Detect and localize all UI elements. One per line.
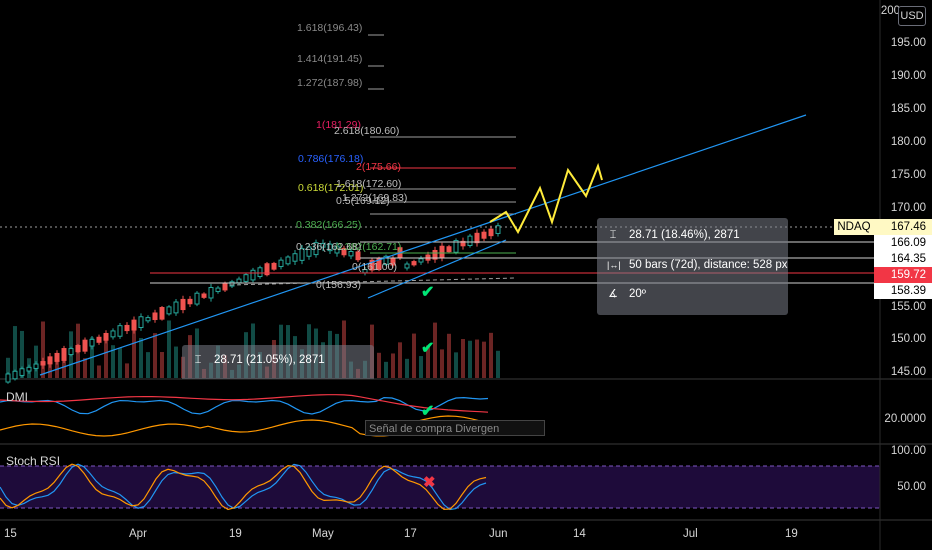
cross-icon: ✖ (423, 474, 436, 491)
fib-label: 0.618(172.01) (298, 182, 363, 194)
check-icon: ✔ (421, 284, 434, 301)
check-icon: ✔ (421, 340, 434, 357)
ruler-vertical-icon: ⌶ (194, 354, 202, 366)
fib-label: 2(175.66) (356, 161, 401, 173)
price-tag-166: 166.09 (874, 235, 932, 251)
fib-extension-lines (368, 34, 516, 254)
trendline-channel[interactable] (367, 239, 507, 299)
fib-label: 0.236(162.68) (296, 241, 361, 253)
ruler-vertical-icon: ⌶ (609, 229, 617, 241)
measure-price-range: 28.71 (18.46%), 2871 (629, 229, 740, 241)
projection-zigzag[interactable] (489, 162, 603, 235)
fib-label: 1(181.29) (316, 119, 361, 131)
fib-label: 1.618(196.43) (297, 22, 362, 34)
trendline-dashed (229, 277, 517, 286)
angle-icon: ∡ (608, 288, 618, 300)
fib-label: 1.414(191.45) (297, 53, 362, 65)
fib-label: 2.618(180.60) (334, 125, 399, 137)
fib-label: 0(161.00) (352, 261, 397, 273)
price-tag-164: 164.35 (874, 251, 932, 267)
price-axis-label: 180.00 (890, 136, 926, 148)
time-axis-label: Jul (683, 528, 698, 540)
stoch-title[interactable]: Stoch RSI (6, 454, 61, 468)
time-axis-label: 17 (404, 528, 417, 540)
fib-label: 0(156.93) (316, 279, 361, 291)
time-axis-label: 19 (785, 528, 798, 540)
measure-tooltip: ⌶ 28.71 (18.46%), 2871 |↔| 50 bars (72d)… (597, 218, 788, 315)
currency-badge[interactable]: USD (898, 6, 926, 26)
fib-extension-upper-labels: 1.618(196.43) 1.414(191.45) 1.272(187.98) (297, 22, 362, 89)
price-axis-label: 195.00 (890, 37, 926, 49)
price-axis-label: 150.00 (890, 333, 926, 345)
price-axis-label: 190.00 (890, 70, 926, 82)
price-axis-label: 185.00 (890, 103, 926, 115)
dmi-axis-value: 20.0000 (884, 413, 926, 425)
fib-label: 0.5(169.12) (336, 195, 390, 207)
measure-angle: 20º (629, 288, 646, 300)
price-tag-red: 159.72 (874, 267, 932, 283)
fib-label: 1.272(187.98) (297, 77, 362, 89)
price-axis-label: 155.00 (890, 301, 926, 313)
price-axis-label: 200 (880, 5, 900, 17)
time-axis-label: 14 (573, 528, 586, 540)
fib-label: 1.272(169.83) (342, 192, 407, 204)
fib-label: 1.618(172.60) (336, 178, 401, 190)
fib-label: 0.382(166.25) (296, 219, 361, 231)
time-axis-label: 19 (229, 528, 242, 540)
price-axis-label: 170.00 (890, 202, 926, 214)
price-tag-158: 158.39 (874, 283, 932, 299)
trendline-main[interactable] (39, 114, 807, 376)
time-axis-label: Jun (489, 528, 508, 540)
stoch-axis-mid: 50.00 (897, 481, 926, 493)
price-tag-last: 167.46 (874, 219, 932, 235)
check-icon: ✔ (421, 403, 434, 420)
time-axis-label: 15 (4, 528, 17, 540)
measure-small-price-range: 28.71 (21.05%), 2871 (214, 354, 325, 366)
fib-label: 0.786(176.18) (298, 153, 363, 165)
time-axis-label: May (312, 528, 334, 540)
stoch-pane-background (0, 466, 880, 508)
symbol-tag: NDAQ (834, 219, 874, 235)
price-axis-label: 145.00 (890, 366, 926, 378)
dmi-title[interactable]: DMI (6, 390, 28, 404)
dmi-annotation[interactable]: Señal de compra Divergen (365, 420, 545, 436)
ruler-horizontal-icon: |↔| (607, 260, 621, 270)
stoch-rsi-lines (0, 463, 487, 511)
measure-tooltip-small: ⌶ 28.71 (21.05%), 2871 (182, 345, 374, 379)
measure-bar-range: 50 bars (72d), distance: 528 px (629, 259, 788, 271)
fib-label: 0.382(162.71) (336, 241, 401, 253)
fib-cluster-labels: 1(181.29)2.618(180.60) 0.786(176.18)2(175… (296, 119, 407, 291)
time-axis-label: Apr (129, 528, 147, 540)
stoch-axis-top: 100.00 (890, 445, 926, 457)
price-axis-label: 175.00 (890, 169, 926, 181)
